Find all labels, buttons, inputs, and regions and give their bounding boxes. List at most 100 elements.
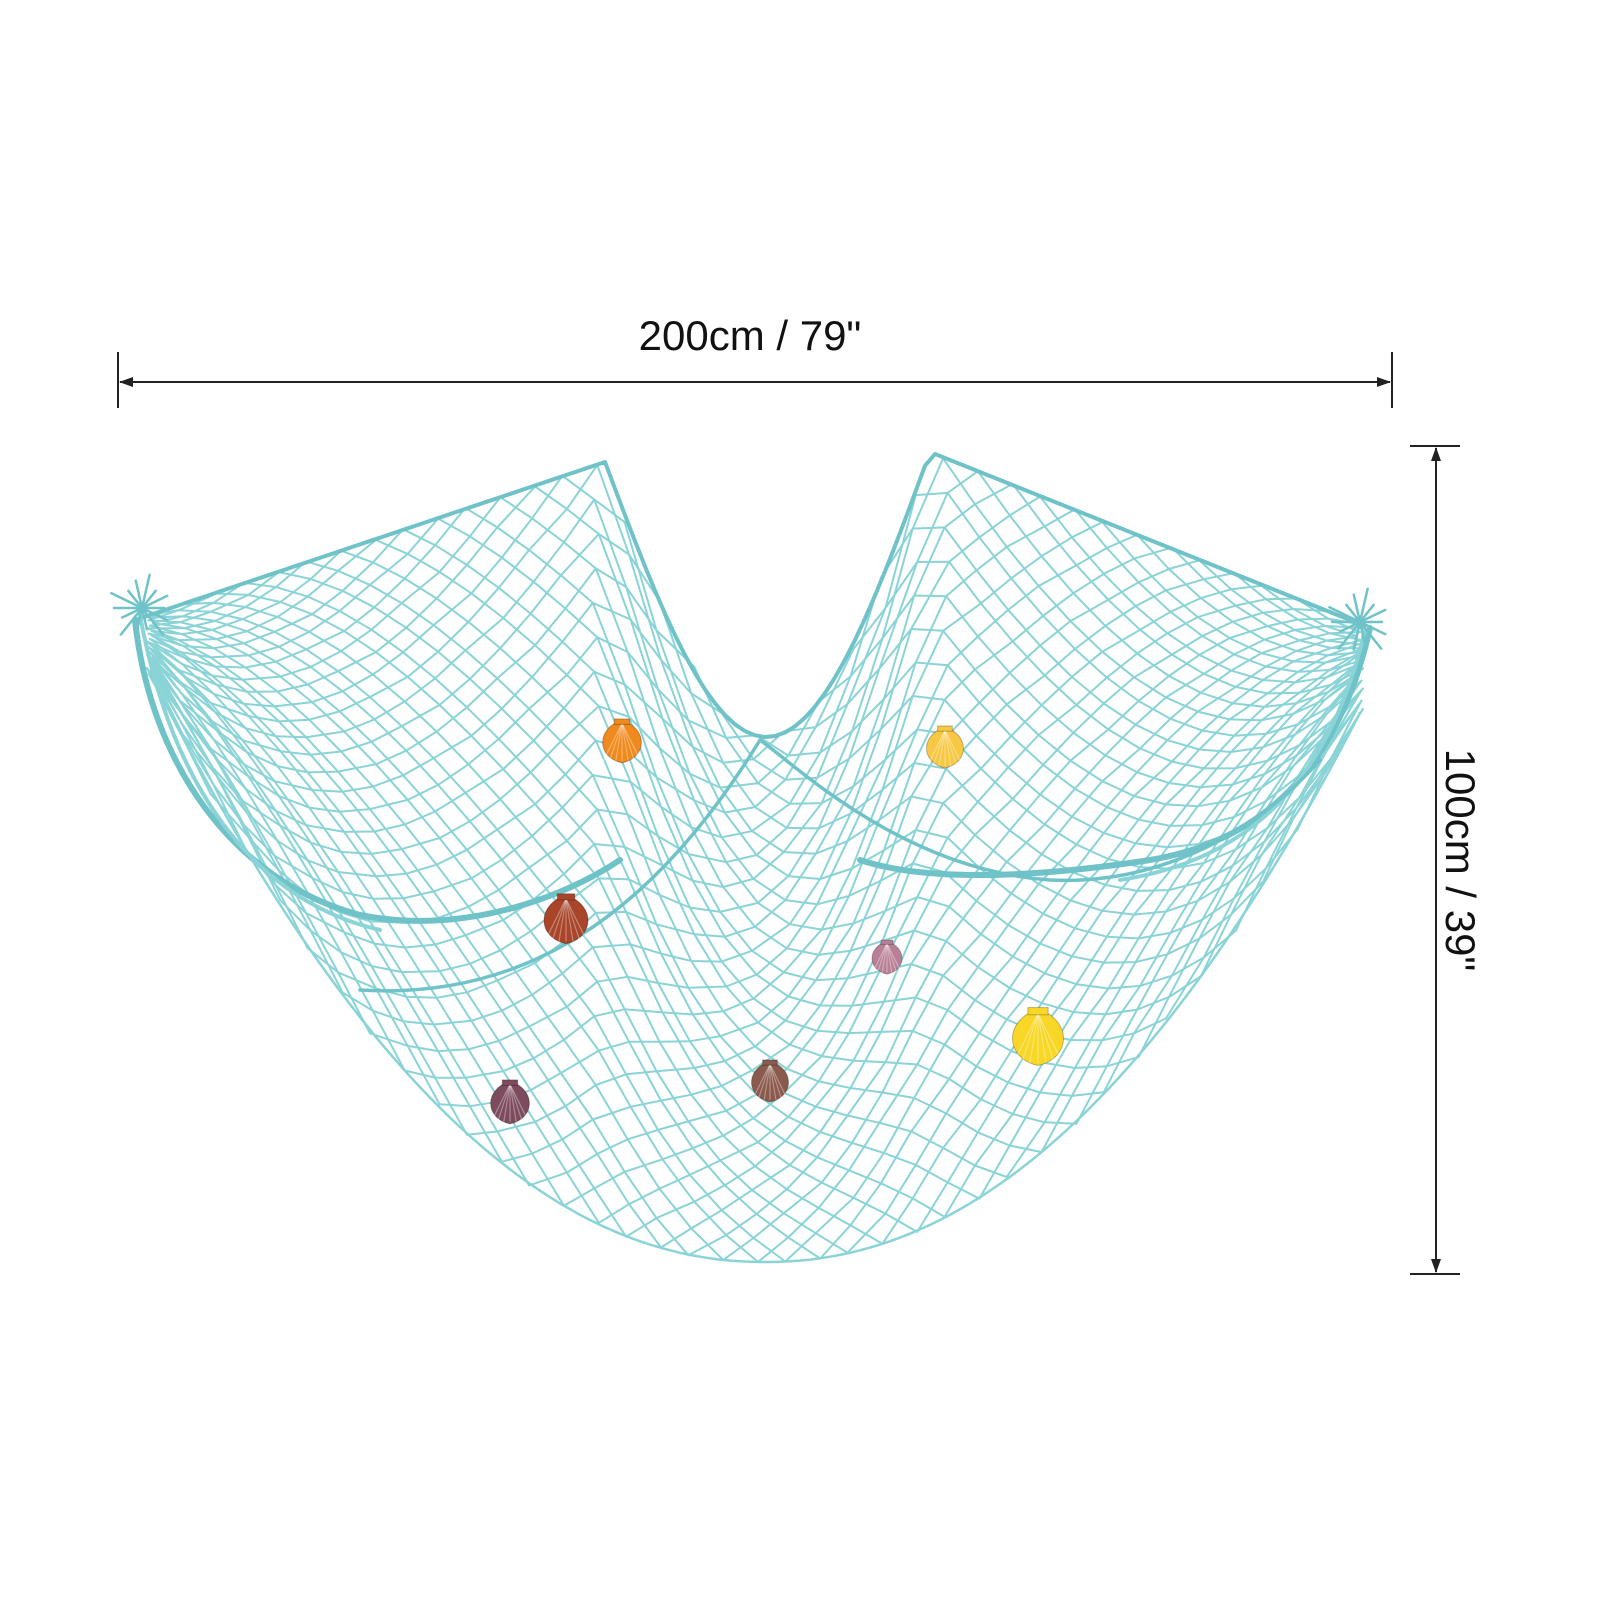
net-strand [879, 526, 1360, 753]
net-strand [150, 533, 661, 756]
net-right-tassel [1358, 620, 1367, 645]
net-strand [368, 508, 1076, 1053]
shell-purple-icon [490, 1079, 530, 1125]
net-strand [500, 559, 1201, 1163]
net-strand [1101, 521, 1358, 664]
shell-orange-icon [602, 718, 642, 764]
net-right-tassel [1358, 587, 1369, 624]
shell-yellow-small-icon [926, 725, 964, 769]
net-strand [846, 647, 1364, 1254]
net-strand [942, 457, 1358, 722]
net-strand [149, 636, 758, 813]
net-strand [341, 495, 1042, 1026]
net-strand [1011, 482, 1364, 695]
net-strand [150, 669, 820, 855]
shell-yellow-large-icon [1012, 1007, 1064, 1067]
net-left-tassel [120, 606, 144, 619]
net-strand [147, 648, 855, 878]
net-strand [1198, 559, 1360, 646]
net-strand [146, 560, 308, 630]
net-strand [881, 651, 1361, 1245]
net-left-rope [132, 617, 623, 924]
net-strand [1234, 695, 1358, 932]
net-strand [625, 608, 1333, 1238]
net-strand [978, 663, 1360, 1200]
net-left-tassel [140, 606, 165, 636]
net-right-rope-strand [1118, 628, 1367, 882]
net-strand [149, 464, 599, 723]
fishing-net [110, 452, 1387, 1264]
net-strand [306, 482, 1014, 999]
net-strand [147, 619, 787, 1263]
net-strand [528, 572, 1236, 1187]
net-left-tassel [140, 589, 157, 610]
net-strand [916, 655, 1358, 1233]
net-strand [1040, 671, 1361, 1154]
net-strand [279, 470, 979, 974]
net-top-rope [133, 452, 1367, 739]
net-right-tassel [1345, 603, 1362, 624]
net-strand [152, 648, 441, 1106]
net-strand [757, 635, 1358, 1263]
net-strand [693, 665, 1364, 870]
net-right-tassel [1358, 608, 1387, 624]
net-left-tassel [140, 606, 149, 631]
net-strand [687, 624, 1364, 1257]
net-strand [597, 597, 1298, 1224]
net-strand [1075, 675, 1358, 1125]
net-right-tassel [1352, 593, 1362, 624]
net-strand [1137, 683, 1360, 1059]
net-left-tassel [140, 606, 169, 622]
net-right-rope [857, 625, 1373, 878]
net-strand [244, 457, 945, 949]
net-strand [819, 643, 1360, 1260]
shell-red-brown-icon [543, 893, 589, 945]
net-swag-rope [358, 738, 1322, 993]
shell-spotted-icon [751, 1059, 789, 1103]
net-strand [152, 528, 405, 650]
net-right-tassel [1358, 620, 1387, 636]
net-left-tassel [140, 594, 169, 610]
net-right-tassel [1358, 603, 1375, 624]
net-right-tassel [1352, 620, 1362, 651]
net-strand [152, 601, 723, 793]
net-strand [146, 506, 467, 669]
net-strand [562, 584, 1263, 1207]
net-right-tassel [1338, 620, 1362, 633]
net-strand [1102, 679, 1363, 1094]
net-right-tassel [1337, 620, 1362, 650]
net-right-tassel [1328, 605, 1362, 624]
height-dimension-line [1410, 445, 1460, 1275]
net-strand [943, 659, 1363, 1218]
net-strand [147, 485, 537, 693]
net-strand [149, 571, 280, 627]
net-strand [465, 546, 1173, 1136]
seashells [490, 718, 1064, 1125]
net-strand [438, 533, 1139, 1108]
net-left-rope-strand [138, 613, 382, 932]
shell-pink-icon [871, 939, 903, 975]
net-strand [755, 661, 1363, 827]
net-strand [146, 498, 626, 739]
net-strand [146, 640, 531, 1187]
width-dimension-line [117, 352, 1393, 408]
net-strand [146, 667, 785, 833]
net-strand [152, 621, 759, 1263]
net-strand [722, 631, 1361, 1261]
net-strand [182, 576, 882, 900]
net-strand [152, 474, 564, 708]
net-left-tassel [134, 606, 144, 637]
net-left-tassel [140, 573, 151, 610]
net-strand [149, 517, 440, 659]
net-strand [660, 617, 1360, 1249]
height-label: 100cm / 39" [1437, 748, 1484, 972]
net-strand [1005, 667, 1364, 1178]
net-left-tassel [110, 591, 144, 610]
net-left-tassel [134, 579, 144, 610]
width-label: 200cm / 79" [638, 312, 862, 359]
net-strand [147, 567, 696, 774]
net-bottom-edge [148, 672, 1362, 1264]
net-strand [403, 521, 1104, 1079]
